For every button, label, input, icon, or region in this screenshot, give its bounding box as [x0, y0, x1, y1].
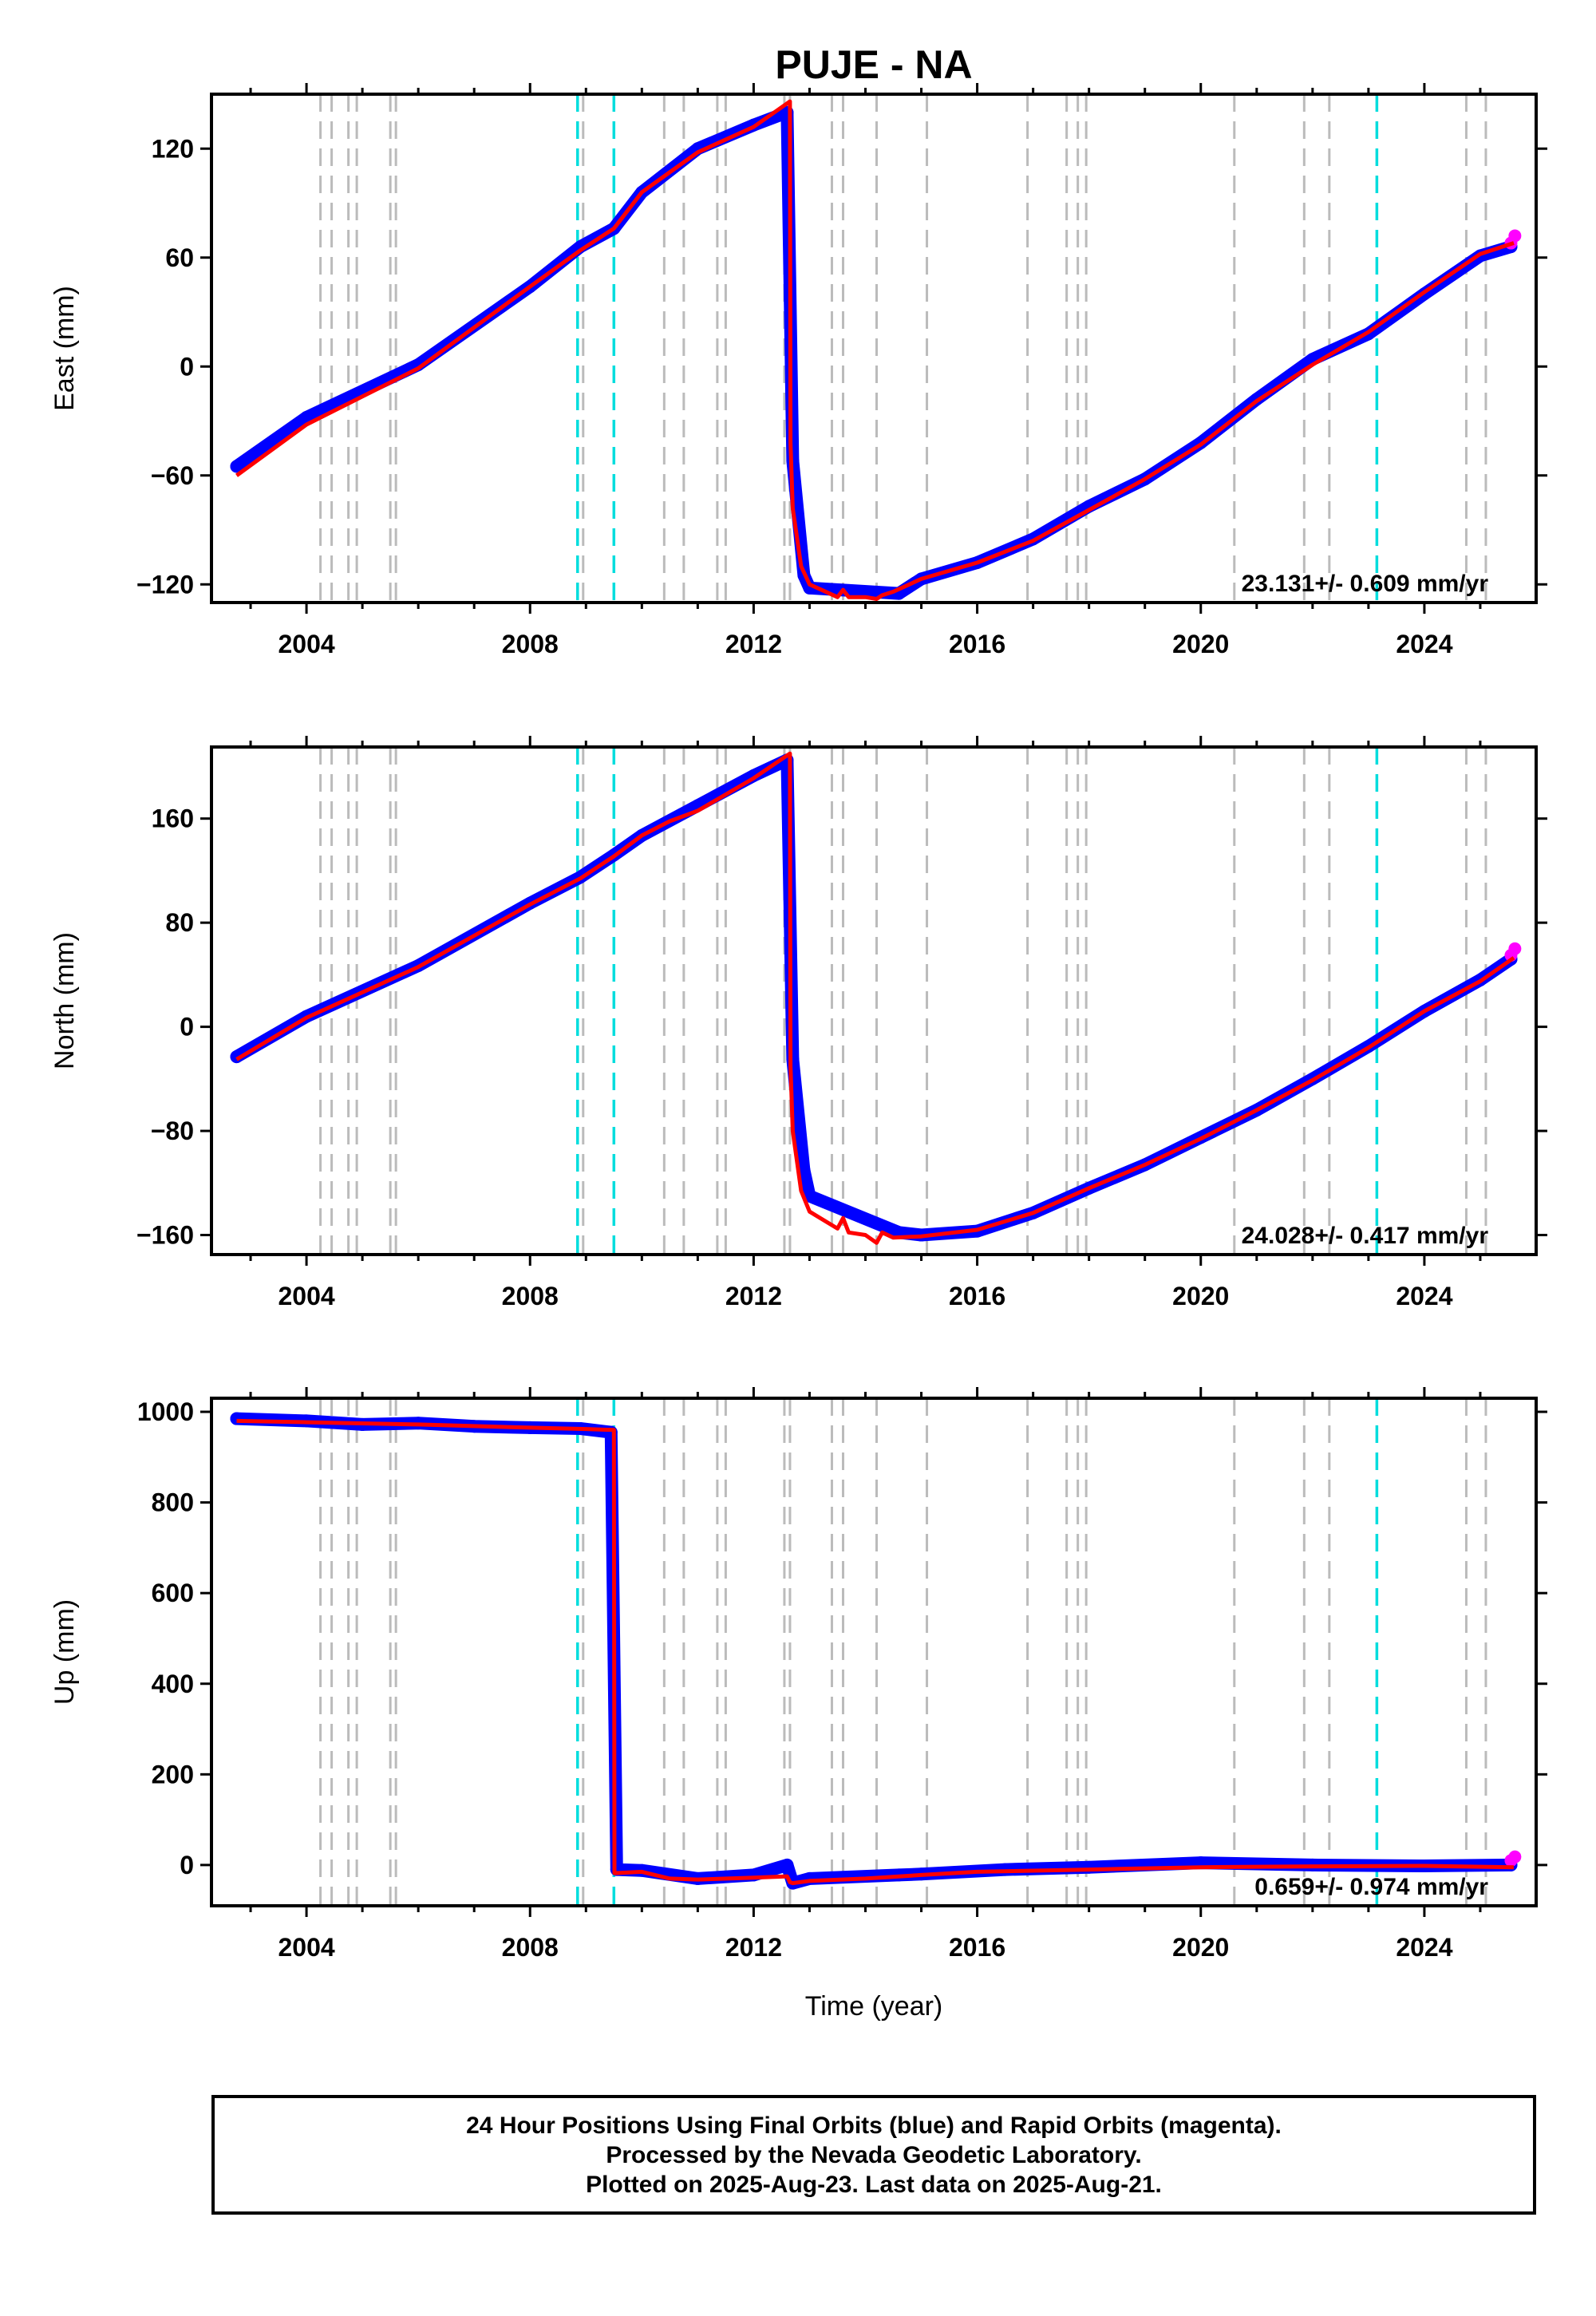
y-tick-label-north: −160: [136, 1221, 194, 1250]
x-tick-label-north: 2016: [949, 1282, 1005, 1310]
y-tick-label-up: 1000: [137, 1397, 194, 1426]
x-tick-label-up: 2004: [278, 1933, 334, 1962]
panel-plot-area-north: [230, 747, 1522, 1255]
panel-frame-up: [210, 1397, 1538, 1907]
y-tick-label-east: 0: [180, 352, 194, 381]
footer-line-processed: Processed by the Nevada Geodetic Laborat…: [606, 2141, 1142, 2168]
final-orbits-point: [786, 1053, 800, 1066]
x-tick-label-east: 2024: [1396, 630, 1452, 658]
y-tick-label-north: 80: [165, 908, 194, 937]
rate-label-up: 0.659+/- 0.974 mm/yr: [1254, 1874, 1488, 1900]
x-tick-label-up: 2016: [949, 1933, 1005, 1962]
final-orbits-series: [230, 105, 1518, 600]
model-fit-line: [235, 99, 1515, 601]
y-tick-label-up: 800: [152, 1488, 194, 1517]
y-tick-label-up: 600: [152, 1579, 194, 1607]
y-tick-label-east: −60: [151, 461, 194, 490]
x-tick-label-north: 2008: [502, 1282, 559, 1310]
final-orbits-point: [230, 1412, 243, 1425]
model-fit-line: [236, 1418, 1515, 1886]
x-axis-label: Time (year): [805, 1991, 943, 2022]
x-tick-label-east: 2020: [1172, 630, 1229, 658]
x-tick-label-up: 2012: [725, 1933, 782, 1962]
x-tick-label-north: 2024: [1396, 1282, 1452, 1310]
panel-frame-east: [210, 93, 1538, 604]
final-orbits-series: [230, 753, 1518, 1242]
y-tick-label-east: 60: [165, 243, 194, 272]
y-axis-label-north: North (mm): [49, 932, 80, 1069]
final-orbits-point: [230, 460, 243, 473]
panels-layer: −120 −60 0 60 120 2004 2008 2012 2016 2020 2024 Eas…: [49, 83, 1547, 1962]
y-tick-label-up: 0: [180, 1851, 194, 1879]
footer-line-orbits: 24 Hour Positions Using Final Orbits (bl…: [466, 2112, 1282, 2139]
y-tick-label-north: 160: [152, 804, 194, 833]
panel-frame-north: [210, 745, 1538, 1256]
final-orbits-point: [780, 1858, 794, 1871]
x-tick-label-north: 2020: [1172, 1282, 1229, 1310]
rapid-orbits-point: [1508, 229, 1522, 243]
final-orbits-point: [230, 1050, 243, 1064]
x-tick-label-up: 2024: [1396, 1933, 1452, 1962]
chart-title: PUJE - NA: [775, 42, 972, 87]
final-orbits-series: [230, 1412, 1518, 1890]
panel-north: −160 −80 0 80 160 2004 2008 2012 2016 2020 2024 Nor…: [49, 736, 1547, 1310]
panel-east: −120 −60 0 60 120 2004 2008 2012 2016 2020 2024 Eas…: [49, 83, 1547, 658]
panel-up: 0 200 400 600 800 1000 2004 2008 2012 2016 2020 202…: [49, 1387, 1547, 1962]
y-tick-label-east: 120: [152, 134, 194, 163]
x-tick-label-up: 2008: [502, 1933, 559, 1962]
panel-plot-area-up: [230, 1398, 1522, 1906]
final-orbits-point: [797, 1164, 811, 1176]
rate-label-north: 24.028+/- 0.417 mm/yr: [1242, 1223, 1489, 1249]
rapid-orbits-point: [1508, 1850, 1522, 1863]
panel-plot-area-east: [230, 94, 1522, 603]
rapid-orbits-point: [1508, 942, 1522, 955]
x-tick-label-up: 2020: [1172, 1933, 1229, 1962]
x-tick-label-north: 2012: [725, 1282, 782, 1310]
x-tick-label-east: 2016: [949, 630, 1005, 658]
x-tick-label-east: 2012: [725, 630, 782, 658]
x-tick-label-north: 2004: [278, 1282, 334, 1310]
y-tick-label-up: 400: [152, 1670, 194, 1698]
final-orbits-point: [300, 410, 314, 424]
final-orbits-point: [1082, 1860, 1096, 1874]
x-tick-label-east: 2004: [278, 630, 334, 658]
footer-box: 24 Hour Positions Using Final Orbits (bl…: [211, 2095, 1536, 2215]
y-axis-label-east: East (mm): [49, 286, 80, 411]
footer-line-plotted: Plotted on 2025-Aug-23. Last data on 202…: [586, 2171, 1162, 2198]
model-fit-line: [235, 751, 1515, 1245]
y-tick-label-up: 200: [152, 1760, 194, 1788]
y-tick-label-north: −80: [151, 1117, 194, 1145]
y-tick-label-north: 0: [180, 1013, 194, 1041]
rate-label-east: 23.131+/- 0.609 mm/yr: [1242, 571, 1489, 597]
y-axis-label-up: Up (mm): [49, 1599, 80, 1705]
x-tick-label-east: 2008: [502, 630, 559, 658]
y-tick-label-east: −120: [136, 570, 194, 599]
